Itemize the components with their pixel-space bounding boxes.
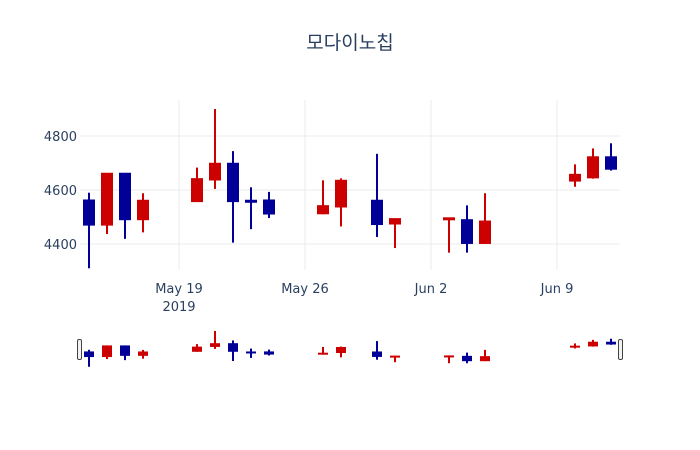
candle[interactable] (443, 217, 455, 253)
y-tick-label: 4400 (44, 238, 77, 253)
rangeslider-candle (138, 349, 148, 359)
rangeslider-candle (606, 338, 616, 345)
rangeslider-candle (588, 339, 598, 347)
rangeslider-candle (462, 352, 472, 364)
rangeslider-candle (318, 346, 328, 355)
candle[interactable] (119, 172, 131, 239)
candle[interactable] (209, 109, 221, 189)
rangeslider-candle (336, 346, 346, 358)
rangeslider-candle (390, 355, 400, 363)
candle-body (371, 199, 383, 226)
rangeslider-candle (264, 349, 274, 356)
rangeslider-candle (228, 340, 238, 361)
rangeslider-candle (372, 341, 382, 360)
x-axis: May 19 2019 May 26 Jun 2 Jun 9 (155, 282, 573, 315)
candle-body (101, 172, 113, 226)
candle-body (443, 217, 455, 221)
candle[interactable] (569, 164, 581, 187)
candles[interactable] (83, 109, 617, 269)
chart-title: 모다이노칩 (306, 32, 394, 54)
candle[interactable] (263, 191, 275, 219)
rangeslider-candle (480, 349, 490, 362)
candle[interactable] (227, 151, 239, 243)
candle-body (227, 162, 239, 203)
rangeslider-candle (84, 349, 94, 367)
y-axis: 4400 4600 4800 (44, 130, 77, 253)
candle-body (263, 199, 275, 215)
candle[interactable] (371, 153, 383, 237)
candle[interactable] (317, 180, 329, 215)
x-tick-label: Jun 9 (540, 282, 574, 297)
rangeslider-candle (210, 331, 220, 349)
candle[interactable] (461, 205, 473, 253)
x-tick-label: Jun 2 (414, 282, 448, 297)
x-tick-label: May 26 (281, 282, 329, 297)
candle[interactable] (101, 172, 113, 235)
rangeslider-candle (570, 343, 580, 349)
range-slider[interactable] (77, 331, 623, 367)
candle-body (479, 220, 491, 244)
candle[interactable] (335, 178, 347, 227)
rangeslider-candle (120, 345, 130, 361)
candle[interactable] (479, 193, 491, 244)
candle-body (317, 205, 329, 215)
candle-body (389, 218, 401, 225)
rangeslider-handle-left[interactable] (77, 339, 82, 360)
x-tick-year-label: 2019 (162, 300, 195, 315)
candle[interactable] (605, 143, 617, 171)
candle[interactable] (191, 167, 203, 203)
candle-body (461, 219, 473, 244)
y-tick-label: 4600 (44, 184, 77, 199)
grid-lines (80, 100, 620, 270)
rangeslider-candle (246, 348, 256, 358)
candle-body (191, 178, 203, 203)
candle-body (209, 162, 221, 181)
rangeslider-handle-right[interactable] (618, 339, 623, 360)
y-tick-label: 4800 (44, 130, 77, 145)
candle[interactable] (389, 218, 401, 249)
candle-body (569, 173, 581, 182)
candle-body (605, 156, 617, 170)
candle-body (335, 179, 347, 208)
candle[interactable] (587, 148, 599, 179)
rangeslider-candle (192, 344, 202, 352)
rangeslider-candle (102, 345, 112, 360)
candle-body (119, 172, 131, 221)
candle-body (83, 199, 95, 226)
rangeslider-candle (444, 355, 454, 364)
candle-body (587, 156, 599, 179)
candle[interactable] (137, 193, 149, 233)
candle[interactable] (83, 192, 95, 269)
candle-body (137, 199, 149, 221)
candle-body (245, 199, 257, 203)
candle[interactable] (245, 187, 257, 230)
x-tick-label: May 19 (155, 282, 203, 297)
